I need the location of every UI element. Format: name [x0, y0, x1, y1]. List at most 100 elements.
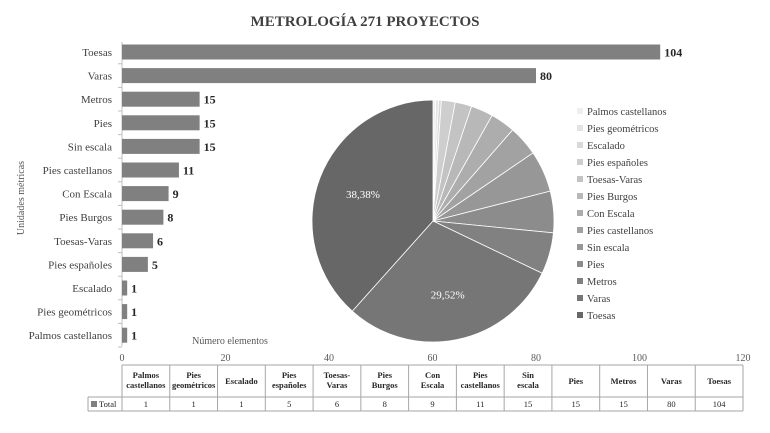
table-header-cell: Varas [661, 376, 683, 386]
table-header-cell: Pies [473, 370, 488, 380]
table-legend-key [91, 401, 97, 407]
data-label: 80 [540, 69, 552, 83]
data-label: 8 [167, 211, 173, 225]
pie-slice [311, 99, 434, 312]
x-tick-label: 0 [120, 353, 125, 364]
legend-label: Varas [587, 294, 610, 305]
table-header-cell: escala [517, 380, 539, 390]
chart-title: METROLOGÍA 271 PROYECTOS [251, 13, 480, 30]
bar [122, 115, 200, 131]
table-header-cell: Con [425, 370, 440, 380]
legend-label: Metros [587, 277, 617, 288]
category-label: Pies españoles [48, 259, 112, 271]
table-cell: 80 [667, 399, 676, 409]
bar [122, 304, 128, 320]
table-cell: 15 [524, 399, 533, 409]
category-label: Pies [94, 118, 112, 130]
bar [122, 91, 200, 107]
category-label: Toesas [82, 47, 112, 59]
legend-swatch [577, 176, 583, 182]
x-axis-label: Número elementos [192, 336, 268, 347]
data-label: 5 [152, 258, 158, 272]
bar [122, 138, 200, 154]
x-tick-label: 80 [531, 353, 541, 364]
data-label: 15 [204, 93, 216, 107]
category-label: Sin escala [68, 141, 112, 153]
legend-swatch [577, 278, 583, 284]
pie-slice [351, 220, 543, 343]
bar [122, 68, 536, 84]
legend-swatch [577, 227, 583, 233]
pie-percent-label: 38,38% [346, 189, 380, 201]
table-header-cell: Pies [186, 370, 201, 380]
table-cell: 1 [239, 399, 243, 409]
legend-label: Pies geométricos [587, 124, 658, 135]
table-header-cell: castellanos [461, 380, 501, 390]
bar [122, 44, 661, 60]
category-label: Pies castellanos [43, 165, 112, 177]
legend-label: Pies [587, 260, 605, 271]
table-cell: 11 [476, 399, 484, 409]
table-header-cell: Pies [377, 370, 392, 380]
data-label: 11 [183, 164, 194, 178]
table-header-cell: castellanos [126, 380, 166, 390]
table-cell: 104 [713, 399, 727, 409]
x-tick-label: 100 [632, 353, 647, 364]
legend-label: Con Escala [587, 209, 635, 220]
bar [122, 209, 164, 225]
table-header-cell: Palmos [133, 370, 160, 380]
data-label: 15 [204, 116, 216, 130]
x-tick-label: 40 [324, 353, 334, 364]
table-header-cell: Pies [568, 376, 583, 386]
data-label: 9 [173, 187, 179, 201]
table-cell: 15 [619, 399, 628, 409]
legend-label: Pies españoles [587, 158, 648, 169]
table-cell: 1 [144, 399, 148, 409]
x-tick-label: 20 [221, 353, 231, 364]
category-label: Pies Burgos [59, 212, 112, 224]
table-header-cell: Toesas- [324, 370, 351, 380]
table-cell: 8 [383, 399, 387, 409]
legend-swatch [577, 193, 583, 199]
legend-label: Pies castellanos [587, 226, 653, 237]
table-header-cell: Escala [421, 380, 445, 390]
table-cell: 6 [335, 399, 339, 409]
pie-percent-label: 29,52% [431, 290, 465, 302]
data-label: 6 [157, 234, 163, 248]
data-label: 1 [131, 329, 137, 343]
legend-label: Toesas [587, 311, 615, 322]
bar [122, 256, 148, 272]
legend-label: Pies Burgos [587, 192, 637, 203]
legend-swatch [577, 125, 583, 131]
data-label: 15 [204, 140, 216, 154]
y-axis-label: Unidades métricas [16, 161, 27, 235]
legend-label: Palmos castellanos [587, 107, 667, 118]
table-header-cell: geométricos [172, 380, 216, 390]
bar [122, 280, 128, 296]
table-header-cell: Sin [522, 370, 534, 380]
legend-swatch [577, 210, 583, 216]
table-header-cell: Escalado [225, 376, 258, 386]
data-label: 1 [131, 282, 137, 296]
category-label: Varas [88, 71, 112, 83]
table-cell: 1 [192, 399, 196, 409]
legend-swatch [577, 261, 583, 267]
table-header-cell: Pies [282, 370, 297, 380]
bar [122, 327, 128, 343]
bar [122, 186, 169, 202]
legend-swatch [577, 142, 583, 148]
category-label: Con Escala [62, 189, 112, 201]
table-row-label: Total [99, 399, 117, 409]
table-cell: 9 [430, 399, 434, 409]
bar [122, 233, 154, 249]
table-cell: 5 [287, 399, 291, 409]
data-label: 104 [664, 46, 682, 60]
table-header-cell: Burgos [372, 380, 399, 390]
legend-label: Toesas-Varas [587, 175, 642, 186]
table-header-cell: españoles [272, 380, 307, 390]
x-tick-label: 60 [428, 353, 438, 364]
category-label: Pies geométricos [37, 307, 112, 319]
category-label: Palmos castellanos [29, 330, 112, 342]
legend-label: Sin escala [587, 243, 630, 254]
